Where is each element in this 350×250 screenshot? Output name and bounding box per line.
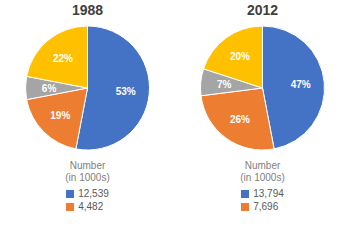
svg-text:7%: 7%: [217, 79, 232, 90]
svg-text:26%: 26%: [230, 114, 250, 125]
svg-text:20%: 20%: [230, 51, 250, 62]
svg-text:6%: 6%: [42, 83, 57, 94]
svg-text:47%: 47%: [291, 79, 311, 90]
html-text:12,539: 12,539: [78, 188, 109, 199]
html-text:7,696: 7,696: [253, 201, 279, 212]
svg-text:53%: 53%: [116, 86, 136, 97]
html-text:4,482: 4,482: [78, 201, 104, 212]
html-text:Number (in 1000s): Number (in 1000s): [240, 160, 285, 183]
html-text:13,794: 13,794: [253, 188, 284, 199]
svg-text:22%: 22%: [53, 53, 73, 64]
html-text:1988: 1988: [71, 2, 104, 18]
svg-text:19%: 19%: [50, 110, 70, 121]
html-text:Number (in 1000s): Number (in 1000s): [65, 160, 110, 183]
html-text:2012: 2012: [246, 2, 279, 18]
